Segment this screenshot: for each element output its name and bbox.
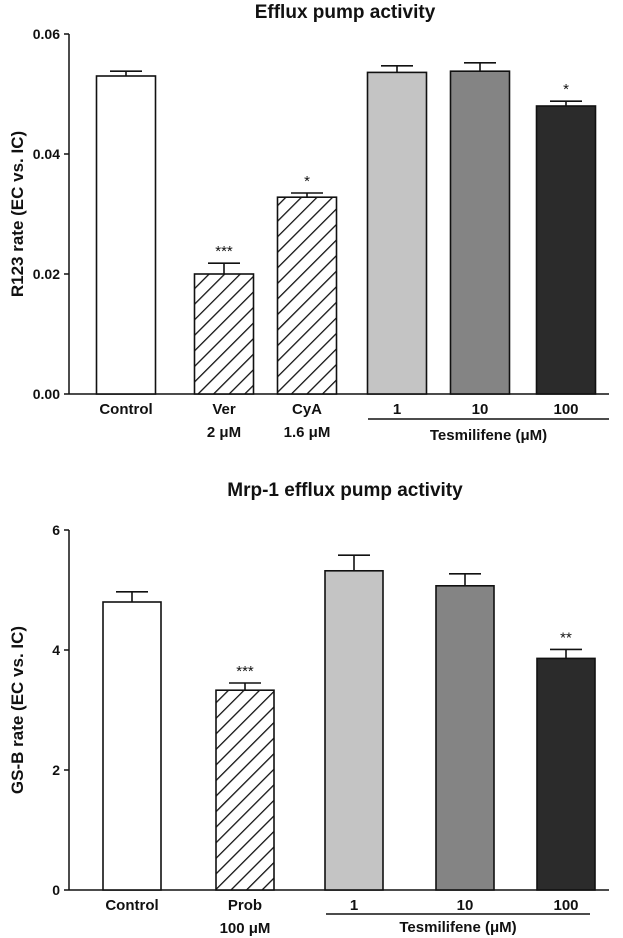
group-label: Tesmilifene (μM) — [430, 427, 547, 444]
bar — [215, 689, 275, 891]
x-tick-sublabel: 1.6 μM — [284, 424, 331, 441]
significance-label: *** — [215, 243, 233, 260]
x-tick-label: 100 — [553, 401, 578, 418]
bar — [324, 569, 384, 891]
significance-label: * — [563, 81, 569, 98]
x-tick-label: Control — [105, 897, 158, 914]
y-tick-label: 4 — [52, 642, 60, 658]
bar — [435, 584, 495, 891]
plot-area-1: 0.00 0.02 0.04 0.06 Control *** Ver 2 μM * CyA 1.6… — [33, 26, 609, 444]
panel-mrp1: Mrp-1 efflux pump activity GS-B rate (EC… — [8, 480, 609, 937]
x-tick-label: CyA — [292, 401, 322, 418]
y-tick-label: 0 — [52, 882, 60, 898]
group-label: Tesmilifene (μM) — [399, 919, 516, 936]
y-axis-label-2: GS-B rate (EC vs. IC) — [8, 626, 27, 794]
significance-label: *** — [236, 663, 254, 680]
y-tick-label: 6 — [52, 522, 60, 538]
x-tick-label: Ver — [212, 401, 236, 418]
bar — [193, 273, 255, 395]
bar — [95, 75, 157, 395]
plot-area-2: 0 2 4 6 Control *** Prob 100 μM 1 10 ** 100 Tesmilif… — [52, 522, 609, 937]
y-tick-label: 0.02 — [33, 266, 60, 282]
chart-title-1: Efflux pump activity — [255, 2, 436, 23]
y-tick-label: 2 — [52, 762, 60, 778]
chart-title-2: Mrp-1 efflux pump activity — [227, 480, 463, 501]
bar — [449, 70, 511, 395]
x-tick-label: 10 — [457, 897, 474, 914]
x-tick-label: 100 — [553, 897, 578, 914]
y-tick-label: 0.06 — [33, 26, 60, 42]
x-tick-sublabel: 2 μM — [207, 424, 241, 441]
y-tick-label: 0.04 — [33, 146, 60, 162]
significance-label: ** — [560, 629, 572, 646]
y-axis-label-1: R123 rate (EC vs. IC) — [8, 131, 27, 297]
x-tick-label: Control — [99, 401, 152, 418]
bar — [536, 657, 596, 891]
x-tick-label: 1 — [393, 401, 401, 418]
panel-efflux: Efflux pump activity R123 rate (EC vs. I… — [8, 2, 609, 444]
x-tick-label: Prob — [228, 897, 262, 914]
bar — [366, 71, 428, 395]
y-tick-label: 0.00 — [33, 386, 60, 402]
significance-label: * — [304, 173, 310, 190]
bar — [276, 196, 338, 395]
bar — [102, 601, 162, 891]
bar — [535, 105, 597, 395]
x-tick-label: 1 — [350, 897, 358, 914]
x-tick-sublabel: 100 μM — [220, 920, 271, 937]
x-tick-label: 10 — [472, 401, 489, 418]
